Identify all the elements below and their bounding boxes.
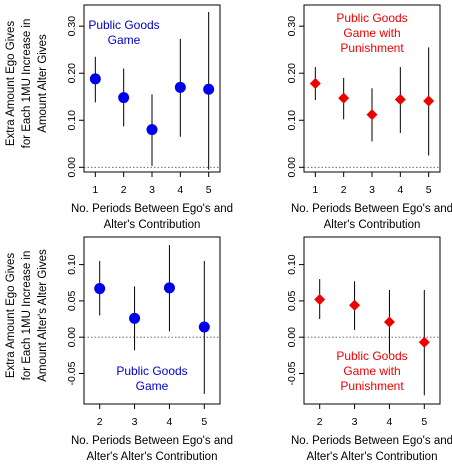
- data-point: [338, 92, 350, 104]
- data-point: [418, 336, 430, 348]
- panel-1: 0.00 0.10 0.20 0.30 1 2 3 4 5 No. Periods Between…: [5, 4, 233, 231]
- x-tick-label: 1: [312, 184, 318, 196]
- y-axis-label: Extra Amount Ego Gives: [5, 21, 17, 147]
- x-tick-label: 2: [121, 184, 127, 196]
- data-point: [349, 299, 361, 311]
- y-axis-label: for Each 1MU Increase in: [21, 251, 33, 381]
- plot-frame: [83, 236, 221, 405]
- data-point: [366, 109, 378, 121]
- panel-3: -0.05 0.00 0.05 0.10 2 3 4 5 No. Periods Between…: [5, 236, 233, 463]
- y-tick-label: 0.05: [286, 291, 298, 312]
- data-point: [423, 95, 435, 107]
- x-tick-label: 3: [352, 416, 358, 428]
- panel-2: 0.00 0.10 0.20 0.30 1 2 3 4 5 No. Periods Between…: [286, 4, 452, 231]
- y-tick-label: 0.00: [66, 157, 78, 178]
- x-axis-label: Alter's Contribution: [104, 219, 201, 231]
- data-point: [174, 81, 186, 93]
- panel-annotation: Game with: [343, 26, 400, 40]
- panel-annotation: Game with: [343, 364, 400, 378]
- x-tick-label: 1: [92, 184, 98, 196]
- y-tick-label: 0.10: [66, 254, 78, 275]
- x-tick-label: 3: [132, 416, 138, 428]
- x-tick-label: 3: [149, 184, 155, 196]
- y-axis-label: for Each 1MU Increase in: [21, 19, 33, 149]
- data-point: [163, 282, 175, 294]
- data-point: [94, 283, 106, 295]
- data-point: [383, 316, 395, 328]
- x-axis-label: No. Periods Between Ego's and: [71, 203, 233, 215]
- y-tick-label: 0.00: [286, 157, 298, 178]
- plot-frame: [303, 236, 441, 405]
- data-point: [314, 293, 326, 305]
- x-tick-label: 2: [97, 416, 103, 428]
- y-tick-label: 0.20: [66, 63, 78, 84]
- panel-annotation: Game: [108, 33, 141, 47]
- panel-4: -0.05 0.00 0.05 0.10 2 3 4 5 No. Periods Between…: [286, 236, 452, 463]
- x-tick-label: 5: [426, 184, 432, 196]
- x-axis-label: No. Periods Between Ego's and: [71, 435, 233, 447]
- x-axis-label: Alter's Alter's Contribution: [87, 451, 218, 463]
- panel-annotation: Public Goods: [116, 364, 187, 378]
- y-tick-label: -0.05: [66, 361, 78, 385]
- x-tick-label: 5: [206, 184, 212, 196]
- y-tick-label: 0.20: [286, 63, 298, 84]
- x-tick-label: 2: [341, 184, 347, 196]
- y-axis-label: Extra Amount Ego Gives: [5, 253, 17, 379]
- x-tick-label: 5: [421, 416, 427, 428]
- y-axis-label: Amount Alter's Alter Gives: [37, 249, 49, 382]
- x-tick-label: 4: [177, 184, 183, 196]
- y-axis-label: Amount Alter Gives: [37, 34, 49, 133]
- y-tick-label: 0.05: [66, 291, 78, 312]
- y-tick-label: 0.00: [66, 327, 78, 348]
- panel-annotation: Public Goods: [336, 349, 407, 363]
- y-tick-label: 0.10: [286, 254, 298, 275]
- data-point: [118, 92, 130, 104]
- x-tick-label: 4: [397, 184, 403, 196]
- data-point: [394, 94, 406, 106]
- x-axis-label: No. Periods Between Ego's and: [291, 203, 452, 215]
- y-tick-label: 0.30: [286, 16, 298, 37]
- x-axis-label: Alter's Alter's Contribution: [307, 451, 438, 463]
- panel-annotation: Public Goods: [88, 18, 159, 32]
- y-tick-label: 0.10: [286, 110, 298, 131]
- x-axis-label: Alter's Contribution: [324, 219, 421, 231]
- panel-annotation: Punishment: [340, 41, 404, 55]
- data-point: [146, 124, 158, 136]
- data-point: [203, 83, 215, 95]
- x-tick-label: 4: [387, 416, 393, 428]
- panel-annotation: Public Goods: [336, 11, 407, 25]
- x-axis-label: No. Periods Between Ego's and: [291, 435, 452, 447]
- panel-annotation: Game: [136, 379, 169, 393]
- data-point: [309, 78, 321, 90]
- x-tick-label: 4: [167, 416, 173, 428]
- y-tick-label: -0.05: [286, 361, 298, 385]
- y-tick-label: 0.00: [286, 327, 298, 348]
- y-tick-label: 0.30: [66, 16, 78, 37]
- panel-annotation: Punishment: [340, 379, 404, 393]
- x-tick-label: 5: [201, 416, 207, 428]
- data-point: [89, 73, 101, 85]
- y-tick-label: 0.10: [66, 110, 78, 131]
- data-point: [129, 312, 141, 324]
- data-point: [198, 321, 210, 333]
- x-tick-label: 3: [369, 184, 375, 196]
- x-tick-label: 2: [317, 416, 323, 428]
